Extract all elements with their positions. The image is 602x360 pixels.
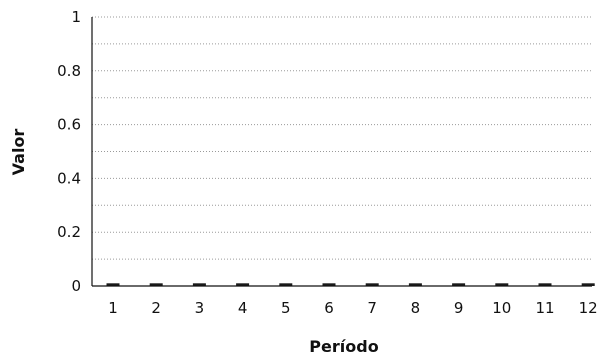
x-tick-label: 6 <box>324 299 334 317</box>
y-tick-label: 0.4 <box>57 169 81 187</box>
x-tick-label: 7 <box>367 299 377 317</box>
x-tick-label: 9 <box>454 299 464 317</box>
x-axis-title: Período <box>309 337 378 356</box>
gridlines <box>92 16 592 260</box>
y-tick-labels: 0 0.2 0.4 0.6 0.8 1 <box>57 8 81 295</box>
x-tick-label: 8 <box>411 299 421 317</box>
y-axis-title: Valor <box>9 129 28 176</box>
bar <box>149 283 163 286</box>
x-tick-labels: 1 2 3 4 5 6 7 8 9 10 11 12 <box>108 299 598 317</box>
bar <box>495 283 509 286</box>
x-tick-label: 1 <box>108 299 118 317</box>
y-tick-label: 1 <box>71 8 81 26</box>
bar <box>408 283 422 286</box>
x-tick-label: 3 <box>195 299 205 317</box>
bar <box>581 283 595 286</box>
x-tick-label: 12 <box>579 299 598 317</box>
y-tick-label: 0.8 <box>57 62 81 80</box>
bars <box>106 283 595 286</box>
y-tick-label: 0.6 <box>57 116 81 134</box>
y-tick-label: 0.2 <box>57 223 81 241</box>
bar <box>452 283 466 286</box>
bar <box>538 283 552 286</box>
bar <box>279 283 293 286</box>
bar <box>106 283 120 286</box>
x-tick-label: 4 <box>238 299 248 317</box>
bar <box>236 283 250 286</box>
y-tick-label: 0 <box>71 277 81 295</box>
x-tick-label: 5 <box>281 299 291 317</box>
x-tick-label: 10 <box>492 299 511 317</box>
x-tick-label: 2 <box>151 299 161 317</box>
x-tick-label: 11 <box>535 299 554 317</box>
bar <box>192 283 206 286</box>
bar <box>365 283 379 286</box>
bar <box>322 283 336 286</box>
